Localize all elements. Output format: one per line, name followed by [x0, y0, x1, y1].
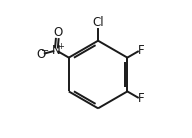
Text: O: O [53, 26, 62, 39]
Text: N: N [52, 44, 61, 57]
Text: Cl: Cl [92, 16, 104, 29]
Text: F: F [138, 92, 145, 105]
Text: O: O [36, 48, 45, 61]
Text: F: F [138, 44, 145, 57]
Text: +: + [57, 42, 64, 51]
Text: −: − [41, 46, 49, 56]
